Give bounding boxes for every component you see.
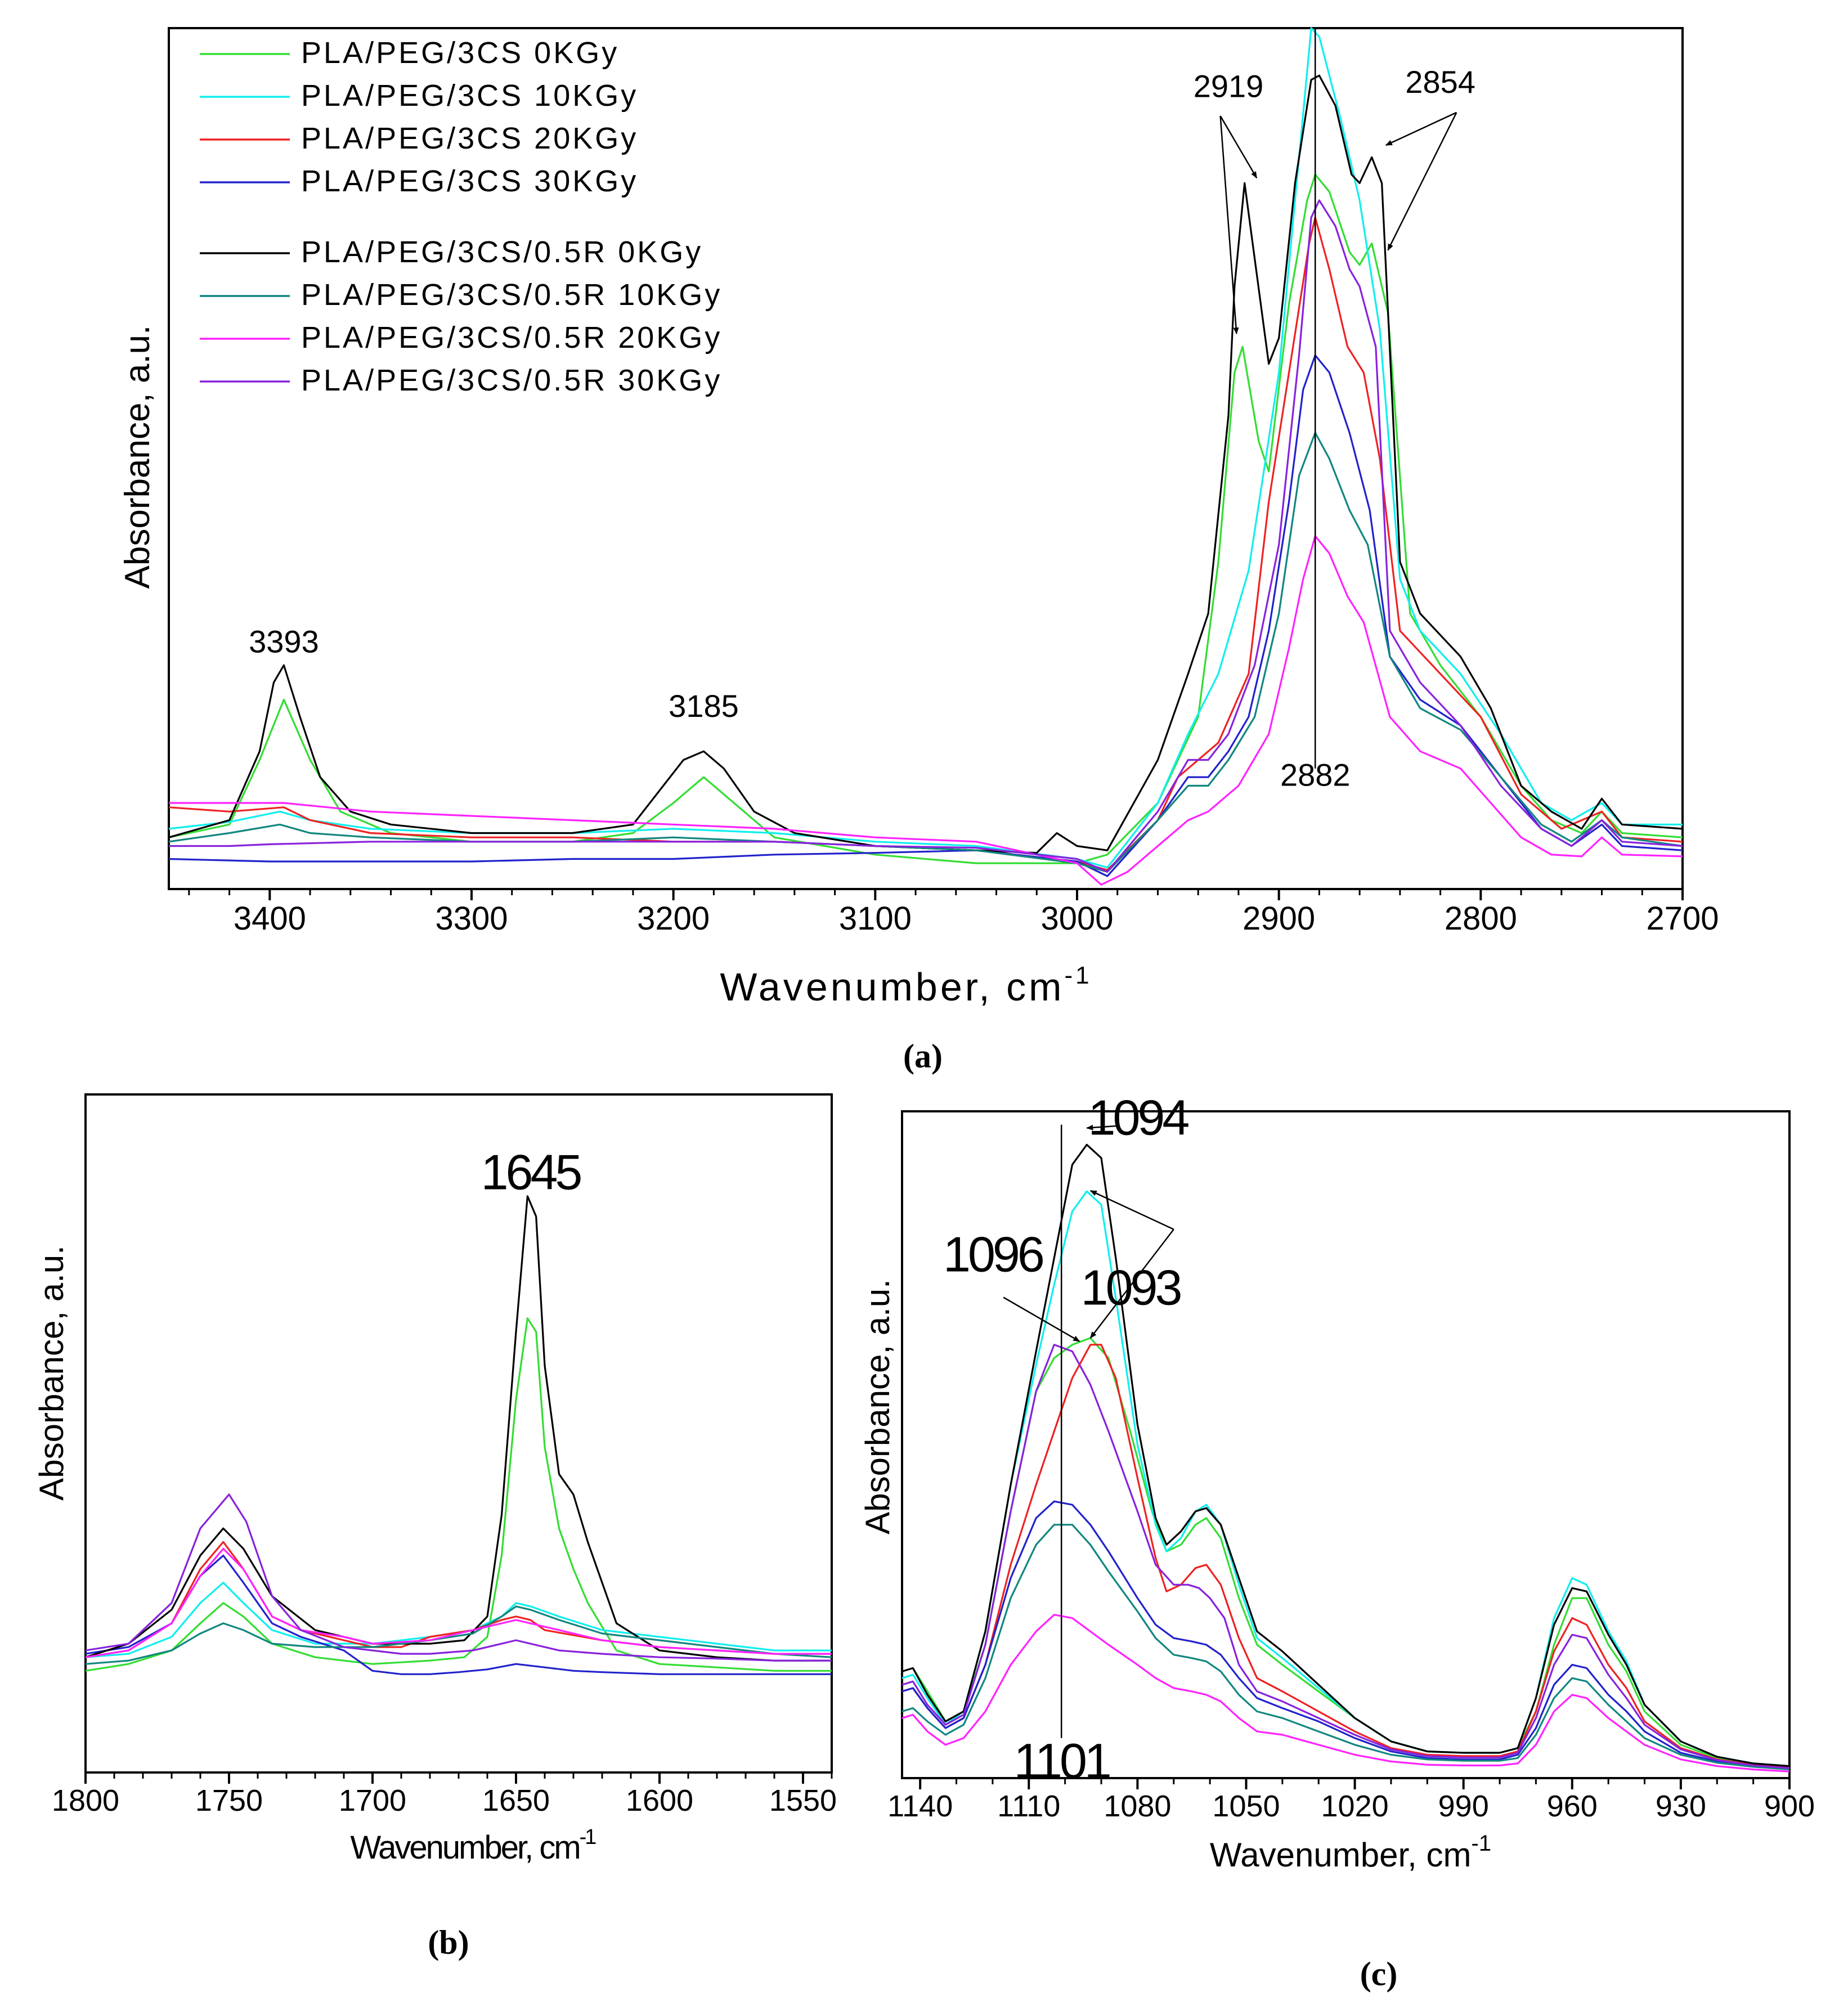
panel-c-peak-label: 1094 [1088, 1089, 1189, 1145]
panel-a-peak-label: 3185 [669, 688, 739, 724]
panel-b-caption: (b) [428, 1924, 469, 1961]
panel-c-xlabel-text: Wavenumber, cm [1210, 1836, 1472, 1874]
panel-c-chart: 1140 1110 1080 1050 1020 990 960 930 900 1094 1096… [887, 1089, 1815, 1823]
panel-b-series-green [85, 1317, 832, 1672]
panel-b-tick-label: 1750 [195, 1784, 263, 1817]
panel-a-annotation-arrow [1219, 115, 1258, 179]
panel-b-tick-label: 1600 [626, 1784, 693, 1817]
panel-a-legend-label: PLA/PEG/3CS 20KGy [301, 122, 638, 155]
panel-c-peak-label: 1093 [1081, 1260, 1181, 1316]
panel-b-series-teal [85, 1605, 832, 1665]
panel-a-tick-label: 3100 [839, 900, 912, 937]
panel-a-xlabel-sup: -1 [1064, 962, 1092, 989]
panel-b-series-magenta [85, 1547, 832, 1658]
panel-b-xlabel-sup: -1 [580, 1825, 596, 1849]
panel-c-ylabel: Absorbance, a.u. [859, 1279, 896, 1534]
panel-c-tick-label: 1080 [1104, 1789, 1171, 1823]
panel-a-xlabel: Wavenumber, cm-1 [720, 962, 1092, 1009]
panel-c-tick-label: 1050 [1212, 1789, 1280, 1823]
panel-c-tick-label: 900 [1764, 1789, 1815, 1823]
panel-c-series-black [901, 1143, 1790, 1767]
panel-c-tick-label: 1140 [887, 1789, 953, 1823]
panel-a-series-magenta [169, 535, 1683, 886]
panel-a-legend-label: PLA/PEG/3CS/0.5R 20KGy [301, 321, 722, 354]
panel-a-xlabel-text: Wavenumber, cm [720, 965, 1064, 1009]
panel-b-series-blue [85, 1554, 832, 1675]
panel-b-series-cyan [85, 1582, 832, 1658]
panel-c-tick-label: 1110 [997, 1789, 1060, 1823]
panel-c-annotation-arrow [1089, 1228, 1174, 1339]
panel-a-caption: (a) [903, 1038, 943, 1075]
panel-c-series-green [901, 1337, 1790, 1767]
panel-a-tick-label: 3300 [435, 900, 508, 937]
panel-b-tick-label: 1700 [339, 1784, 406, 1817]
panel-b-tick-label: 1650 [482, 1784, 550, 1817]
panel-a-legend-label: PLA/PEG/3CS 0KGy [301, 36, 619, 70]
panel-c-plot-frame [901, 1110, 1791, 1779]
panel-a-series-black [168, 74, 1683, 854]
panel-a-tick-label: 3000 [1040, 900, 1113, 937]
panel-b-series-black [85, 1195, 832, 1662]
panel-a-peak-label: 2854 [1405, 64, 1475, 100]
panel-c-tick-label: 930 [1656, 1789, 1706, 1823]
panel-b-xlabel-text: Wavenumber, cm [351, 1829, 580, 1866]
panel-c-annotation-arrow [1003, 1296, 1080, 1342]
panel-c-xlabel-sup: -1 [1472, 1831, 1492, 1856]
panel-a-peak-label: 2919 [1194, 68, 1264, 104]
panel-a-tick-label: 3400 [234, 900, 306, 937]
panel-a-tick-label: 3200 [637, 900, 710, 937]
panel-c-series-red [901, 1344, 1790, 1769]
panel-c-series-teal [901, 1524, 1790, 1771]
panel-a-annotation-arrow [1385, 111, 1457, 146]
panel-b-peak-label: 1645 [481, 1145, 581, 1200]
panel-c-annotation-arrow [1089, 1190, 1174, 1230]
panel-c-series-purple [901, 1344, 1790, 1769]
panel-c-tick-label: 960 [1547, 1789, 1598, 1823]
panel-a-tick-label: 2700 [1646, 900, 1719, 937]
panel-b-tick-label: 1800 [52, 1784, 119, 1817]
panel-a-peak-label: 3393 [249, 623, 319, 659]
panel-b-chart: 1800 1750 1700 1650 1600 1550 1645 [52, 1093, 837, 1817]
panel-b-tick-label: 1550 [769, 1784, 837, 1817]
panel-a-series-red [168, 217, 1683, 871]
panel-a-chart: 3400 3300 3200 3100 3000 2900 2800 2700 3393 3185… [168, 27, 1719, 937]
panel-a-peak-label: 2882 [1280, 757, 1351, 792]
panel-a-ylabel: Absorbance, a.u. [118, 325, 157, 589]
panel-c-caption: (c) [1360, 1955, 1398, 1992]
panel-c-tick-label: 1020 [1321, 1789, 1389, 1823]
panel-c-annotation-arrow [1086, 1124, 1116, 1130]
panel-b-ylabel: Absorbance, a.u. [33, 1245, 70, 1501]
panel-a-plot-frame [168, 27, 1684, 890]
panel-b-plot-frame [84, 1093, 833, 1774]
panel-c-peak-label: 1101 [1014, 1733, 1110, 1789]
panel-a-legend-label: PLA/PEG/3CS 10KGy [301, 79, 638, 113]
panel-a-annotation-arrow [1387, 112, 1457, 251]
panel-a-legend-label: PLA/PEG/3CS/0.5R 10KGy [301, 278, 722, 312]
panel-a-annotation-arrow [1219, 115, 1239, 335]
panel-b-xlabel: Wavenumber, cm-1 [351, 1825, 596, 1866]
panel-a-series-blue [168, 354, 1683, 877]
panel-c-peak-label: 1096 [943, 1226, 1043, 1282]
panel-a-legend-label: PLA/PEG/3CS 30KGy [301, 164, 638, 198]
panel-a-series-purple [169, 199, 1683, 873]
panel-c-series-magenta [901, 1614, 1790, 1772]
panel-b-series-purple [85, 1493, 832, 1662]
panel-a-tick-label: 2900 [1243, 900, 1315, 937]
panel-a-legend-label: PLA/PEG/3CS/0.5R 0KGy [301, 235, 703, 269]
panel-c-tick-label: 990 [1438, 1789, 1489, 1823]
panel-c-xlabel: Wavenumber, cm-1 [1210, 1831, 1491, 1874]
panel-a-tick-label: 2800 [1445, 900, 1517, 937]
panel-c-series-blue [901, 1500, 1790, 1770]
panel-a-legend-label: PLA/PEG/3CS/0.5R 30KGy [301, 363, 722, 397]
panel-c-series-cyan [901, 1190, 1790, 1767]
